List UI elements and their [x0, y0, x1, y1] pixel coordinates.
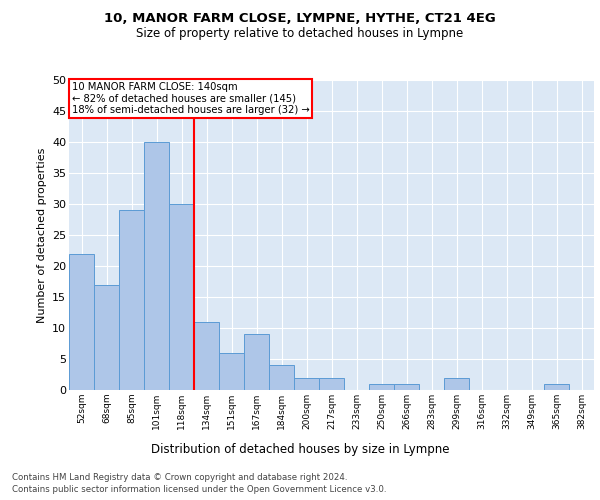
Bar	[169, 204, 194, 390]
Text: Contains public sector information licensed under the Open Government Licence v3: Contains public sector information licen…	[12, 485, 386, 494]
Text: Contains HM Land Registry data © Crown copyright and database right 2024.: Contains HM Land Registry data © Crown c…	[12, 472, 347, 482]
Text: Size of property relative to detached houses in Lympne: Size of property relative to detached ho…	[136, 28, 464, 40]
Bar	[544, 384, 569, 390]
Bar	[244, 334, 269, 390]
Bar	[194, 322, 219, 390]
Bar	[219, 353, 244, 390]
Bar	[294, 378, 319, 390]
Bar	[369, 384, 394, 390]
Bar	[444, 378, 469, 390]
Bar	[144, 142, 169, 390]
Y-axis label: Number of detached properties: Number of detached properties	[37, 148, 47, 322]
Bar	[119, 210, 144, 390]
Text: 10 MANOR FARM CLOSE: 140sqm
← 82% of detached houses are smaller (145)
18% of se: 10 MANOR FARM CLOSE: 140sqm ← 82% of det…	[71, 82, 310, 115]
Bar	[394, 384, 419, 390]
Text: Distribution of detached houses by size in Lympne: Distribution of detached houses by size …	[151, 442, 449, 456]
Bar	[69, 254, 94, 390]
Text: 10, MANOR FARM CLOSE, LYMPNE, HYTHE, CT21 4EG: 10, MANOR FARM CLOSE, LYMPNE, HYTHE, CT2…	[104, 12, 496, 26]
Bar	[94, 284, 119, 390]
Bar	[269, 365, 294, 390]
Bar	[319, 378, 344, 390]
